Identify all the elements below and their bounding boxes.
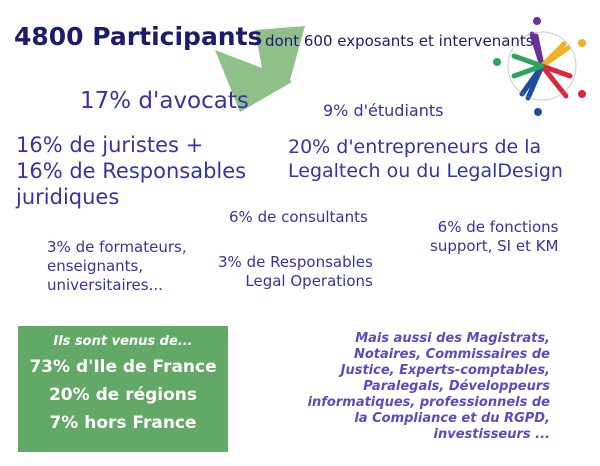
stat-line: 3% de formateurs, — [47, 238, 187, 256]
stat-formateurs: 3% de formateurs, enseignants, universit… — [47, 238, 187, 295]
stat-line: 16% de juristes + — [16, 133, 204, 157]
stat-etudiants: 9% d'étudiants — [323, 101, 444, 120]
other-line: informatiques, professionnels de — [307, 395, 550, 410]
stat-avocats: 17% d'avocats — [80, 88, 249, 114]
page-title: 4800 Participants — [14, 22, 263, 51]
stat-line: 16% de Responsables — [16, 159, 247, 183]
page-subtitle: dont 600 exposants et intervenants — [265, 32, 534, 50]
stat-line: juridiques — [16, 185, 120, 209]
origin-line: 20% de régions — [48, 385, 198, 405]
stat-consultants: 6% de consultants — [229, 208, 368, 226]
stat-line: universitaires... — [47, 276, 163, 294]
people-circle-logo-icon — [493, 17, 586, 116]
other-line: Justice, Experts-comptables, — [340, 363, 550, 378]
stat-line: support, SI et KM — [430, 237, 559, 255]
other-line: la Compliance et du RGPD, — [354, 411, 550, 426]
origin-box: Ils sont venus de... 73% d'Ile de France… — [18, 326, 228, 452]
origin-line: 73% d'Ile de France — [29, 357, 217, 377]
other-line: Mais aussi des Magistrats, — [355, 331, 550, 346]
other-professions: Mais aussi des Magistrats, Notaires, Com… — [308, 331, 550, 443]
stat-legal-ops: 3% de Responsables Legal Operations — [218, 253, 373, 291]
stat-juristes: 16% de juristes + 16% de Responsables ju… — [16, 132, 246, 210]
stat-line: 3% de Responsables — [218, 253, 373, 271]
other-line: Paralegals, Développeurs — [363, 379, 550, 394]
stat-entrepreneurs: 20% d'entrepreneurs de la Legaltech ou d… — [288, 135, 563, 183]
origin-heading: Ils sont venus de... — [53, 334, 193, 349]
other-line: Notaires, Commissaires de — [353, 347, 550, 362]
stat-line: enseignants, — [47, 257, 144, 275]
stat-line: 20% d'entrepreneurs de la — [288, 136, 542, 158]
stat-line: Legal Operations — [245, 272, 373, 290]
other-line: investisseurs ... — [433, 427, 550, 442]
stat-line: 6% de fonctions — [437, 218, 559, 236]
stat-line: Legaltech ou du LegalDesign — [288, 160, 563, 182]
origin-line: 7% hors France — [49, 413, 197, 433]
stat-fonctions: 6% de fonctions support, SI et KM — [430, 218, 559, 256]
